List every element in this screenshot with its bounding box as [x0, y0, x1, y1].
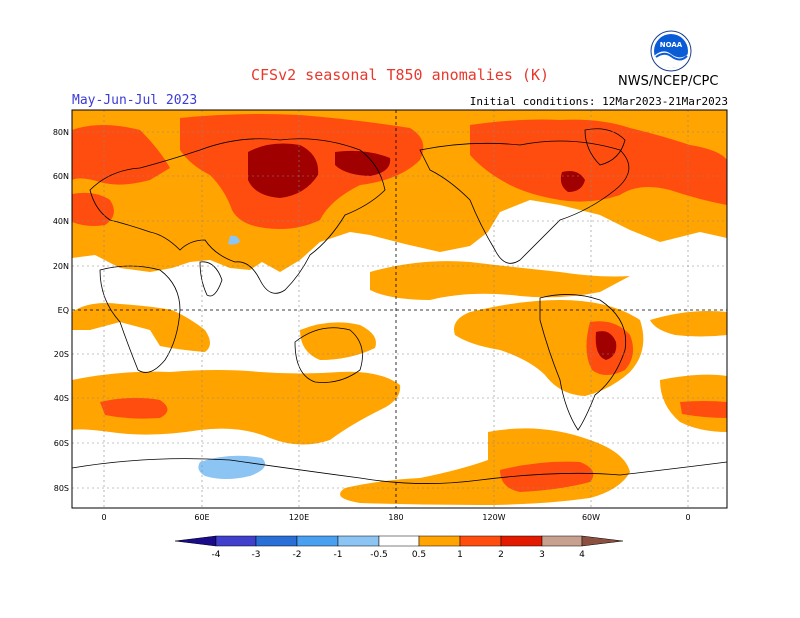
lon-labels: 0 60E 120E 180 120W 60W 0	[101, 513, 690, 522]
lat-label: 40N	[53, 217, 69, 226]
colorbar-label: -0.5	[370, 550, 388, 560]
colorbar-swatch	[215, 535, 257, 547]
colorbar-swatch	[459, 535, 502, 547]
colorbar-label: -4	[212, 550, 221, 560]
colorbar-swatch	[541, 535, 583, 547]
colorbar-label: 3	[539, 550, 545, 560]
colorbar-swatch	[255, 535, 298, 547]
initial-conditions-label: Initial conditions: 12Mar2023-21Mar2023	[469, 95, 728, 108]
map-reference-lines	[72, 110, 727, 508]
colorbar-swatch	[296, 535, 339, 547]
lon-label: 0	[685, 513, 690, 522]
lat-label: 80S	[54, 484, 69, 493]
lon-label: 120E	[289, 513, 309, 522]
lat-label: 40S	[54, 394, 69, 403]
lat-label: 20N	[53, 262, 69, 271]
colorbar-swatch	[378, 535, 420, 547]
colorbar-label: -3	[252, 550, 261, 560]
colorbar-label: -1	[334, 550, 343, 560]
continent-outlines	[72, 128, 727, 484]
noaa-logo-icon: NOAA	[650, 30, 692, 72]
colorbar-arrow-low	[174, 535, 217, 547]
lat-label: 60S	[54, 439, 69, 448]
colorbar-label: 0.5	[412, 550, 426, 560]
color-bar-legend: -4 -3 -2 -1 -0.5 0.5 1 2 3 4	[174, 535, 624, 560]
colorbar-label: 2	[498, 550, 504, 560]
agency-label: NWS/NCEP/CPC	[618, 74, 719, 89]
lon-label: 60W	[582, 513, 600, 522]
colorbar-label: -2	[293, 550, 302, 560]
map-grid	[72, 110, 727, 508]
colorbar-swatch	[418, 535, 461, 547]
lat-label: 60N	[53, 172, 69, 181]
map-frame	[71, 109, 728, 509]
map-title: CFSv2 seasonal T850 anomalies (K)	[250, 66, 549, 84]
season-label: May-Jun-Jul 2023	[72, 93, 198, 108]
lat-label: 20S	[54, 350, 69, 359]
noaa-logo-text: NOAA	[660, 41, 683, 49]
lon-label: 0	[101, 513, 106, 522]
lat-labels: 80N 60N 40N 20N EQ 20S 40S 60S 80S	[53, 128, 69, 493]
colorbar-swatch	[500, 535, 543, 547]
anomaly-field-2-3	[248, 143, 617, 360]
colorbar-arrow-high	[581, 535, 624, 547]
lon-label: 60E	[194, 513, 209, 522]
colorbar-label: 1	[457, 550, 463, 560]
lon-label: 180	[388, 513, 403, 522]
colorbar-swatch	[337, 535, 380, 547]
colorbar-label: 4	[579, 550, 585, 560]
lat-label: 80N	[53, 128, 69, 137]
lat-label: EQ	[58, 306, 69, 315]
lon-label: 120W	[482, 513, 505, 522]
anomaly-field-neg	[198, 235, 266, 479]
